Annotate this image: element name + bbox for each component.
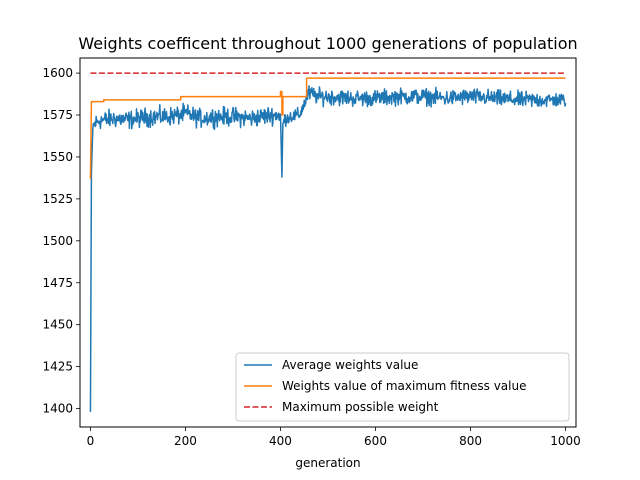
- y-tick-label: 1575: [42, 108, 73, 122]
- x-tick-label: 200: [174, 434, 197, 448]
- x-tick-label: 400: [269, 434, 292, 448]
- y-axis-ticks: 1400 1425 1450 1475 1500 1525 1550 1575 1600: [42, 66, 80, 416]
- y-tick-label: 1600: [42, 66, 73, 80]
- x-tick-label: 600: [364, 434, 387, 448]
- x-axis-label: generation: [295, 456, 360, 470]
- y-tick-label: 1550: [42, 150, 73, 164]
- legend-label-1: Average weights value: [282, 358, 418, 372]
- plot-frame: [79, 57, 577, 428]
- legend-label-2: Weights value of maximum fitness value: [282, 379, 526, 393]
- y-tick-label: 1500: [42, 234, 73, 248]
- y-tick-label: 1425: [42, 360, 73, 374]
- y-tick-label: 1525: [42, 192, 73, 206]
- series-line-1: [89, 85, 567, 412]
- y-tick-label: 1475: [42, 276, 73, 290]
- y-tick-label: 1450: [42, 318, 73, 332]
- x-tick-label: 0: [87, 434, 95, 448]
- x-tick-label: 800: [459, 434, 482, 448]
- series-line-2: [89, 77, 566, 179]
- x-axis-ticks: 0 200 400 600 800 1000: [87, 427, 581, 448]
- legend-label-3: Maximum possible weight: [282, 400, 439, 414]
- y-tick-label: 1400: [42, 402, 73, 416]
- x-tick-label: 1000: [550, 434, 581, 448]
- series-layer: [89, 72, 567, 412]
- legend-box: [235, 352, 570, 422]
- chart-title: Weights coefficent throughout 1000 gener…: [78, 34, 577, 53]
- legend: Average weights value Weights value of ma…: [235, 352, 570, 422]
